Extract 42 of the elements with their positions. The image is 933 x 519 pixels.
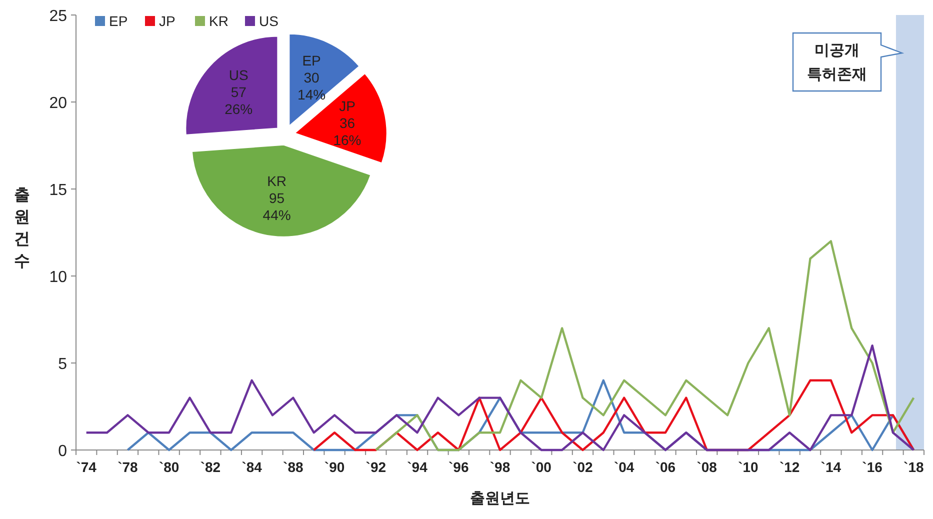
legend-label: US — [259, 13, 278, 29]
x-tick-label: `00 — [531, 459, 552, 475]
data-label: 95 44% — [262, 190, 291, 223]
y-axis-title: 출원건수 — [14, 187, 30, 270]
legend-label: EP — [109, 13, 128, 29]
data-label: 57 26% — [224, 84, 253, 117]
data-label: 30 14% — [298, 69, 326, 102]
x-axis-title: 출원년도 — [470, 490, 530, 507]
slice-label: EP — [302, 52, 321, 68]
x-tick-label: `88 — [283, 459, 304, 475]
x-tick-label: `98 — [490, 459, 510, 475]
x-tick-label: `90 — [324, 459, 345, 475]
x-tick-label: `06 — [655, 459, 676, 475]
y-tick-label: 25 — [49, 8, 68, 25]
y-tick-label: 0 — [58, 443, 68, 460]
slice-label: KR — [267, 172, 287, 189]
x-tick-label: `78 — [118, 459, 138, 475]
x-tick-label: `18 — [904, 459, 924, 475]
x-tick-label: `74 — [76, 459, 97, 475]
x-tick-label: `14 — [820, 459, 842, 475]
y-tick-label: 20 — [49, 95, 68, 112]
x-tick-label: `04 — [614, 459, 634, 475]
x-tick-label: `08 — [696, 459, 718, 475]
x-tick-label: `82 — [200, 459, 221, 475]
x-tick-label: `12 — [779, 459, 800, 475]
x-tick-label: `02 — [572, 459, 594, 475]
x-tick-label: `94 — [407, 459, 428, 475]
x-tick-label: `84 — [242, 459, 262, 475]
slice-label: US — [228, 66, 248, 83]
data-label: 36 16% — [333, 115, 362, 148]
x-tick-label: `16 — [862, 459, 883, 475]
y-tick-label: 15 — [49, 182, 68, 199]
y-tick-label: 5 — [58, 356, 68, 373]
x-tick-label: `96 — [448, 459, 469, 475]
y-tick-label: 10 — [49, 269, 68, 286]
x-tick-label: `92 — [366, 459, 386, 475]
legend-label: KR — [209, 13, 228, 29]
legend-label: JP — [159, 13, 176, 29]
x-tick-label: `10 — [738, 459, 759, 475]
annotation: 미공개 특허존재 — [807, 42, 867, 83]
slice-label: JP — [339, 98, 356, 114]
x-tick-label: `80 — [158, 459, 180, 475]
